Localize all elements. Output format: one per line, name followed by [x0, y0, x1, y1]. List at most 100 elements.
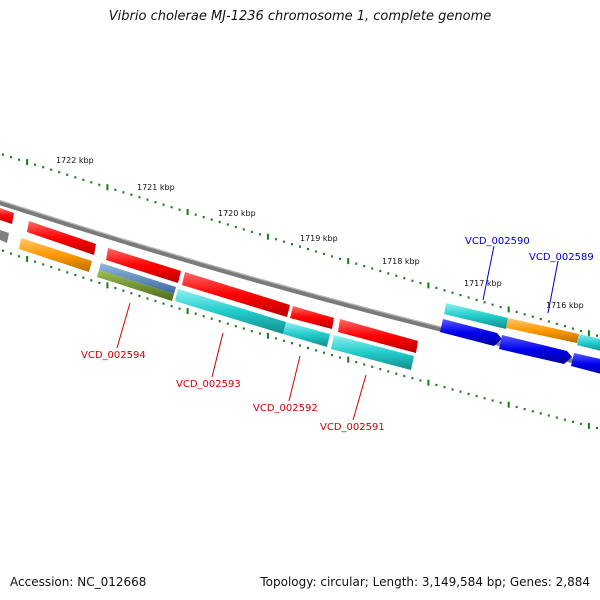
ruler-tick [291, 243, 293, 246]
gene-feature-olive[interactable] [97, 270, 174, 301]
gene-feature-orange[interactable] [19, 238, 92, 272]
ruler-tick [154, 201, 157, 204]
ruler-tick [539, 318, 542, 321]
ruler-tick [82, 276, 85, 279]
ruler-tick [587, 330, 590, 337]
ruler-tick [459, 294, 462, 297]
ruler-tick [74, 176, 77, 179]
gene-label-vcd-002590[interactable]: VCD_002590 [465, 236, 530, 247]
ruler-tick [186, 209, 189, 215]
ruler-tick [475, 395, 478, 398]
ruler-tick [114, 188, 117, 191]
gene-label-vcd-002593[interactable]: VCD_002593 [176, 379, 241, 390]
ruler-tick [307, 346, 309, 350]
gene-feature-cyan[interactable] [577, 334, 600, 352]
forward-strand-features [0, 208, 600, 353]
gene-feature-orange[interactable] [506, 318, 579, 343]
ruler-tick [291, 342, 293, 345]
ruler-tick [563, 325, 566, 328]
ruler-tick [475, 298, 478, 301]
gene-feature-red[interactable] [106, 248, 181, 283]
gene-feature-red[interactable] [27, 221, 96, 255]
ruler-tick [499, 306, 502, 309]
ruler-tick [194, 312, 197, 315]
ruler-tick [451, 291, 454, 294]
ruler-tick [491, 399, 494, 402]
gene-label-leaders [116, 245, 559, 421]
leader-line-vcd-002589 [547, 260, 559, 314]
ruler-tick [443, 289, 446, 292]
gene-feature-grey[interactable] [0, 230, 9, 243]
ruler-tick [539, 412, 542, 415]
ruler-tick [331, 354, 334, 357]
ruler-tick [579, 422, 582, 425]
ruler-tick [507, 306, 510, 313]
ruler-tick [122, 191, 125, 194]
ruler-tick [202, 315, 205, 318]
ruler-tick [194, 213, 197, 216]
ruler-tick [315, 250, 318, 253]
ruler-tick [66, 271, 69, 274]
ruler-tick [106, 184, 109, 191]
gene-feature-cyan[interactable] [331, 335, 414, 370]
ruler-tick [411, 377, 414, 380]
gene-label-vcd-002594[interactable]: VCD_002594 [81, 350, 146, 361]
ruler-tick [282, 240, 285, 243]
ruler-tick [250, 330, 253, 333]
ruler-tick [258, 332, 261, 335]
ruler-tick [371, 365, 374, 368]
ruler-tick [379, 368, 382, 371]
ruler-tick [507, 401, 510, 408]
gene-label-vcd-002591[interactable]: VCD_002591 [320, 422, 385, 433]
gene-feature-blue[interactable] [499, 335, 572, 364]
ruler-tick [387, 272, 390, 275]
ruler-tick [571, 327, 574, 330]
ruler-tick [82, 178, 85, 181]
ruler-tick [315, 349, 318, 352]
gene-feature-steel[interactable] [99, 263, 176, 294]
gene-feature-cyan[interactable] [283, 322, 330, 347]
ruler-tick [74, 273, 77, 277]
ruler-tick [98, 281, 101, 284]
ruler-tick [443, 386, 446, 389]
ruler-tick [483, 397, 486, 400]
ruler-tick [531, 410, 534, 413]
gene-label-vcd-002592[interactable]: VCD_002592 [253, 403, 318, 414]
ruler-tick [515, 310, 518, 313]
ruler-tick [146, 297, 149, 300]
ruler-tick [130, 292, 133, 295]
gene-feature-blue[interactable] [571, 353, 600, 375]
ruler-tick [523, 313, 526, 316]
ruler-tick [66, 173, 69, 176]
ruler-tick [210, 317, 213, 320]
ruler-tick [467, 296, 470, 299]
ruler-tick [274, 337, 277, 340]
ruler-tick [2, 153, 4, 156]
ruler-tick [491, 303, 494, 306]
gene-feature-red[interactable] [290, 306, 334, 329]
ruler-tick [10, 252, 13, 255]
ruler-tick [202, 216, 205, 219]
ruler-tick [234, 325, 237, 328]
ruler-labels: 1722 kbp 1721 kbp 1720 kbp 1719 kbp 1718… [56, 156, 584, 310]
ruler-tick [170, 206, 173, 209]
gene-label-vcd-002589[interactable]: VCD_002589 [529, 252, 594, 263]
ruler-tick [266, 233, 269, 240]
gene-feature-blue[interactable] [440, 319, 502, 346]
ruler-tick [250, 230, 253, 233]
ruler-tick [555, 322, 558, 325]
ruler-tick [146, 198, 149, 201]
gene-feature-cyan[interactable] [444, 303, 508, 329]
ruler-tick [355, 262, 358, 265]
ruler-tick [331, 255, 334, 258]
ruler-tick [596, 334, 598, 337]
gene-feature-red[interactable] [338, 319, 418, 353]
ruler-tick [18, 158, 21, 161]
ruler-tick [274, 238, 277, 241]
gene-feature-red[interactable] [182, 272, 290, 317]
gene-feature-cyan[interactable] [175, 289, 286, 334]
gene-feature-red[interactable] [0, 208, 14, 224]
ruler-tick [467, 392, 470, 395]
ruler-tick [427, 379, 430, 386]
